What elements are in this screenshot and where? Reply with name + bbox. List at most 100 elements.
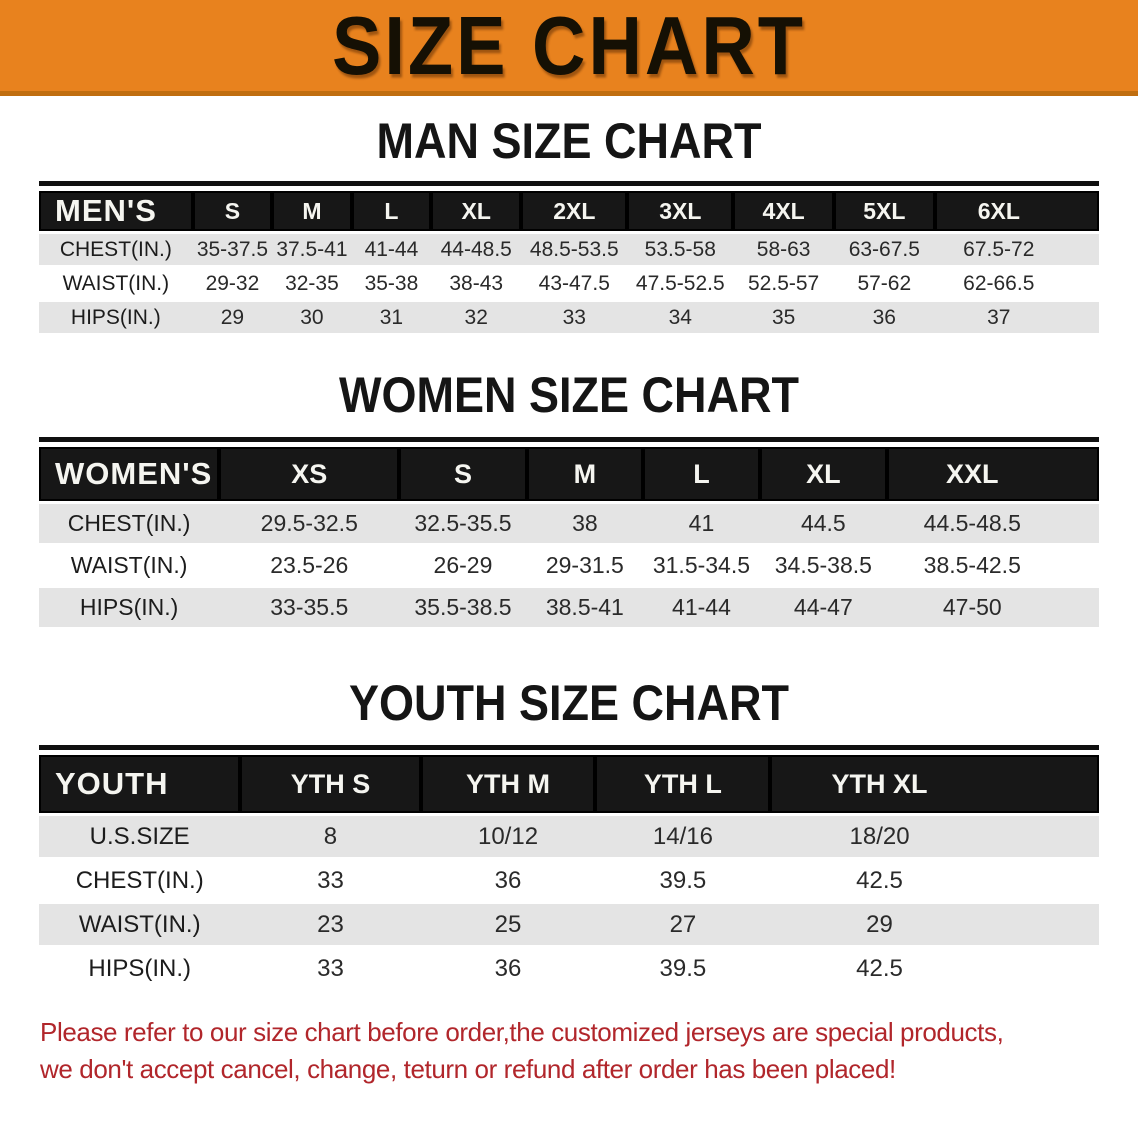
table-cell: 31	[351, 302, 432, 333]
table-cell: 47-50	[886, 588, 1099, 627]
table-cell: 39.5	[595, 860, 771, 901]
table-cell: 32	[431, 302, 522, 333]
men-section-heading: MAN SIZE CHART	[376, 111, 762, 170]
youth-size-header-xl: YTH XL	[770, 755, 1099, 813]
table-cell: 44-48.5	[431, 234, 522, 265]
table-cell: 34.5-38.5	[759, 546, 887, 585]
men-size-header-m: M	[272, 191, 352, 231]
table-cell: 62-66.5	[934, 268, 1099, 299]
table-cell: 36	[420, 860, 596, 901]
table-cell: 10/12	[420, 816, 596, 857]
table-cell: 58-63	[733, 234, 834, 265]
table-cell: 39.5	[595, 948, 771, 989]
table-cell: 44-47	[759, 588, 887, 627]
youth-table-top-rule	[39, 745, 1099, 750]
row-label: HIPS(IN.)	[39, 588, 220, 627]
table-cell: 48.5-53.5	[521, 234, 628, 265]
men-size-header-s: S	[192, 191, 273, 231]
youth-header-row: YOUTH YTH S YTH M YTH L YTH XL	[39, 755, 1099, 813]
table-cell: 32-35	[272, 268, 352, 299]
table-cell: 35-38	[351, 268, 432, 299]
women-section-heading: WOMEN SIZE CHART	[339, 365, 799, 424]
table-cell: 8	[240, 816, 421, 857]
women-size-header-l: L	[643, 447, 760, 501]
youth-size-header-l: YTH L	[595, 755, 771, 813]
men-size-header-5xl: 5XL	[833, 191, 935, 231]
table-cell: 53.5-58	[627, 234, 734, 265]
women-waist-row: WAIST(IN.) 23.5-26 26-29 29-31.5 31.5-34…	[39, 546, 1099, 585]
youth-ussize-row: U.S.SIZE 8 10/12 14/16 18/20	[39, 816, 1099, 857]
size-charts: MAN SIZE CHART MEN'S S M L XL 2XL 3XL 4X…	[0, 111, 1138, 992]
table-cell: 26-29	[399, 546, 527, 585]
table-cell: 35-37.5	[192, 234, 273, 265]
men-table-label: MEN'S	[39, 191, 193, 231]
women-hips-row: HIPS(IN.) 33-35.5 35.5-38.5 38.5-41 41-4…	[39, 588, 1099, 627]
youth-size-table: YOUTH YTH S YTH M YTH L YTH XL U.S.SIZE …	[39, 752, 1099, 992]
row-label: CHEST(IN.)	[39, 234, 193, 265]
women-table-top-rule	[39, 437, 1099, 442]
women-size-header-xl: XL	[759, 447, 887, 501]
youth-table-label: YOUTH	[39, 755, 241, 813]
women-size-header-xxl: XXL	[886, 447, 1099, 501]
table-cell: 29	[192, 302, 273, 333]
table-cell: 38.5-42.5	[886, 546, 1099, 585]
youth-size-header-s: YTH S	[240, 755, 421, 813]
table-cell: 33	[240, 860, 421, 901]
table-cell: 35	[733, 302, 834, 333]
table-cell: 34	[627, 302, 734, 333]
row-label: WAIST(IN.)	[39, 268, 193, 299]
banner-title: SIZE CHART	[332, 0, 806, 92]
youth-section-heading: YOUTH SIZE CHART	[348, 673, 789, 732]
table-cell: 67.5-72	[934, 234, 1099, 265]
table-cell: 63-67.5	[833, 234, 935, 265]
men-size-header-2xl: 2XL	[521, 191, 628, 231]
men-table-top-rule	[39, 181, 1099, 186]
youth-hips-row: HIPS(IN.) 33 36 39.5 42.5	[39, 948, 1099, 989]
row-label: CHEST(IN.)	[39, 860, 241, 901]
table-cell: 42.5	[770, 948, 1099, 989]
row-label: HIPS(IN.)	[39, 948, 241, 989]
row-label: WAIST(IN.)	[39, 904, 241, 945]
youth-waist-row: WAIST(IN.) 23 25 27 29	[39, 904, 1099, 945]
women-size-header-s: S	[399, 447, 527, 501]
men-hips-row: HIPS(IN.) 29 30 31 32 33 34 35 36 37	[39, 302, 1099, 333]
table-cell: 18/20	[770, 816, 1099, 857]
men-header-row: MEN'S S M L XL 2XL 3XL 4XL 5XL 6XL	[39, 191, 1099, 231]
table-cell: 37	[934, 302, 1099, 333]
table-cell: 41-44	[643, 588, 760, 627]
row-label: HIPS(IN.)	[39, 302, 193, 333]
table-cell: 33-35.5	[219, 588, 400, 627]
table-cell: 41	[643, 504, 760, 543]
table-cell: 38.5-41	[526, 588, 644, 627]
men-chest-row: CHEST(IN.) 35-37.5 37.5-41 41-44 44-48.5…	[39, 234, 1099, 265]
men-section: MAN SIZE CHART MEN'S S M L XL 2XL 3XL 4X…	[39, 111, 1099, 336]
table-cell: 37.5-41	[272, 234, 352, 265]
youth-section: YOUTH SIZE CHART YOUTH YTH S YTH M YTH L…	[39, 673, 1099, 992]
order-note: Please refer to our size chart before or…	[0, 1014, 1138, 1088]
table-cell: 44.5	[759, 504, 887, 543]
women-size-table: WOMEN'S XS S M L XL XXL CHEST(IN.) 29.5-…	[39, 444, 1099, 630]
men-size-header-6xl: 6XL	[934, 191, 1099, 231]
table-cell: 23	[240, 904, 421, 945]
table-cell: 14/16	[595, 816, 771, 857]
table-cell: 30	[272, 302, 352, 333]
women-table-label: WOMEN'S	[39, 447, 220, 501]
row-label: U.S.SIZE	[39, 816, 241, 857]
note-line-1: Please refer to our size chart before or…	[40, 1017, 1004, 1047]
note-line-2: we don't accept cancel, change, teturn o…	[40, 1053, 896, 1084]
table-cell: 29-31.5	[526, 546, 644, 585]
men-size-header-l: L	[351, 191, 432, 231]
women-header-row: WOMEN'S XS S M L XL XXL	[39, 447, 1099, 501]
table-cell: 36	[833, 302, 935, 333]
table-cell: 43-47.5	[521, 268, 628, 299]
table-cell: 36	[420, 948, 596, 989]
youth-size-header-m: YTH M	[420, 755, 596, 813]
row-label: CHEST(IN.)	[39, 504, 220, 543]
table-cell: 27	[595, 904, 771, 945]
table-cell: 33	[240, 948, 421, 989]
table-cell: 25	[420, 904, 596, 945]
table-cell: 29.5-32.5	[219, 504, 400, 543]
women-section: WOMEN SIZE CHART WOMEN'S XS S M L XL XXL	[39, 365, 1099, 630]
men-waist-row: WAIST(IN.) 29-32 32-35 35-38 38-43 43-47…	[39, 268, 1099, 299]
men-size-header-xl: XL	[431, 191, 522, 231]
